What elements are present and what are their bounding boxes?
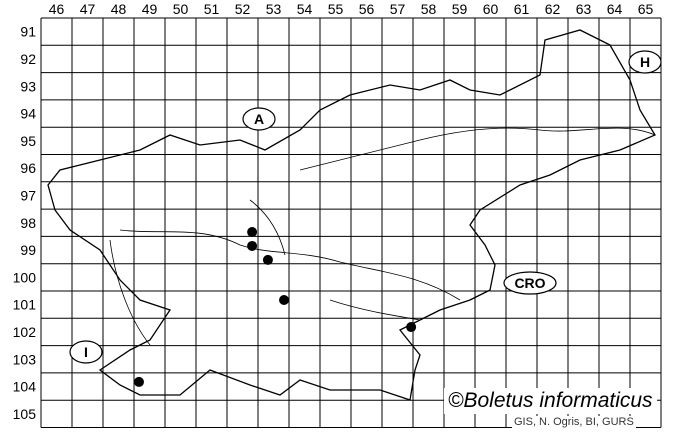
column-label: 61	[514, 1, 530, 17]
country-labels: A H CRO I	[69, 50, 662, 364]
label-ellipse	[503, 271, 557, 295]
country-label-austria: A	[242, 107, 276, 131]
column-label: 63	[576, 1, 592, 17]
column-label: 54	[297, 1, 313, 17]
country-label-text: H	[640, 54, 650, 70]
column-label: 49	[142, 1, 158, 17]
label-ellipse	[69, 340, 103, 364]
label-ellipse	[628, 50, 662, 74]
copyright-text: ©Boletus informaticus	[444, 388, 657, 414]
column-label: 57	[390, 1, 406, 17]
country-label-croatia: CRO	[503, 271, 557, 295]
column-label: 52	[235, 1, 251, 17]
river	[119, 229, 461, 301]
row-label: 104	[13, 379, 37, 395]
row-label: 96	[20, 160, 36, 176]
column-label: 55	[328, 1, 344, 17]
country-label-text: A	[254, 111, 264, 127]
grid	[40, 17, 662, 428]
record-dot	[133, 376, 144, 387]
column-label: 51	[204, 1, 220, 17]
column-label: 53	[266, 1, 282, 17]
column-label: 56	[359, 1, 375, 17]
column-label: 64	[607, 1, 623, 17]
row-label: 94	[20, 106, 36, 122]
row-label: 101	[13, 297, 37, 313]
record-dot	[247, 240, 258, 251]
row-label: 99	[20, 242, 36, 258]
country-label-text: CRO	[514, 275, 545, 291]
row-label: 92	[20, 51, 36, 67]
row-label: 102	[13, 324, 37, 340]
records	[133, 227, 417, 387]
row-label: 91	[20, 24, 36, 40]
row-label: 100	[13, 269, 37, 285]
column-label: 48	[111, 1, 127, 17]
label-ellipse	[242, 107, 276, 131]
country-label-hungary: H	[628, 50, 662, 74]
river	[299, 127, 656, 171]
row-label: 93	[20, 78, 36, 94]
row-label: 98	[20, 215, 36, 231]
credits-text: GIS, N. Ogris, BI, GURS	[512, 416, 636, 429]
column-label: 62	[545, 1, 561, 17]
country-label-italy: I	[69, 340, 103, 364]
record-dot	[262, 254, 273, 265]
river	[109, 239, 151, 346]
rivers	[109, 127, 656, 346]
river	[329, 299, 421, 321]
row-label: 105	[13, 406, 37, 422]
column-label: 58	[421, 1, 437, 17]
column-labels: 46 47 48 49 50 51 52 53 54 55 56 57 58 59 60 61 62 63 64 65	[49, 1, 654, 17]
row-label: 95	[20, 133, 36, 149]
column-label: 65	[638, 1, 654, 17]
record-dot	[279, 295, 290, 306]
row-label: 103	[13, 351, 37, 367]
column-label: 47	[80, 1, 96, 17]
river	[249, 199, 286, 256]
record-dot	[406, 322, 417, 333]
country-border	[47, 29, 656, 401]
record-dot	[247, 227, 258, 238]
row-labels: 91 92 93 94 95 96 97 98 99 100 101 102 103 104 105	[13, 24, 37, 422]
row-label: 97	[20, 187, 36, 203]
column-label: 46	[49, 1, 65, 17]
column-label: 60	[483, 1, 499, 17]
country-label-text: I	[84, 344, 88, 360]
column-label: 50	[173, 1, 189, 17]
column-label: 59	[452, 1, 468, 17]
